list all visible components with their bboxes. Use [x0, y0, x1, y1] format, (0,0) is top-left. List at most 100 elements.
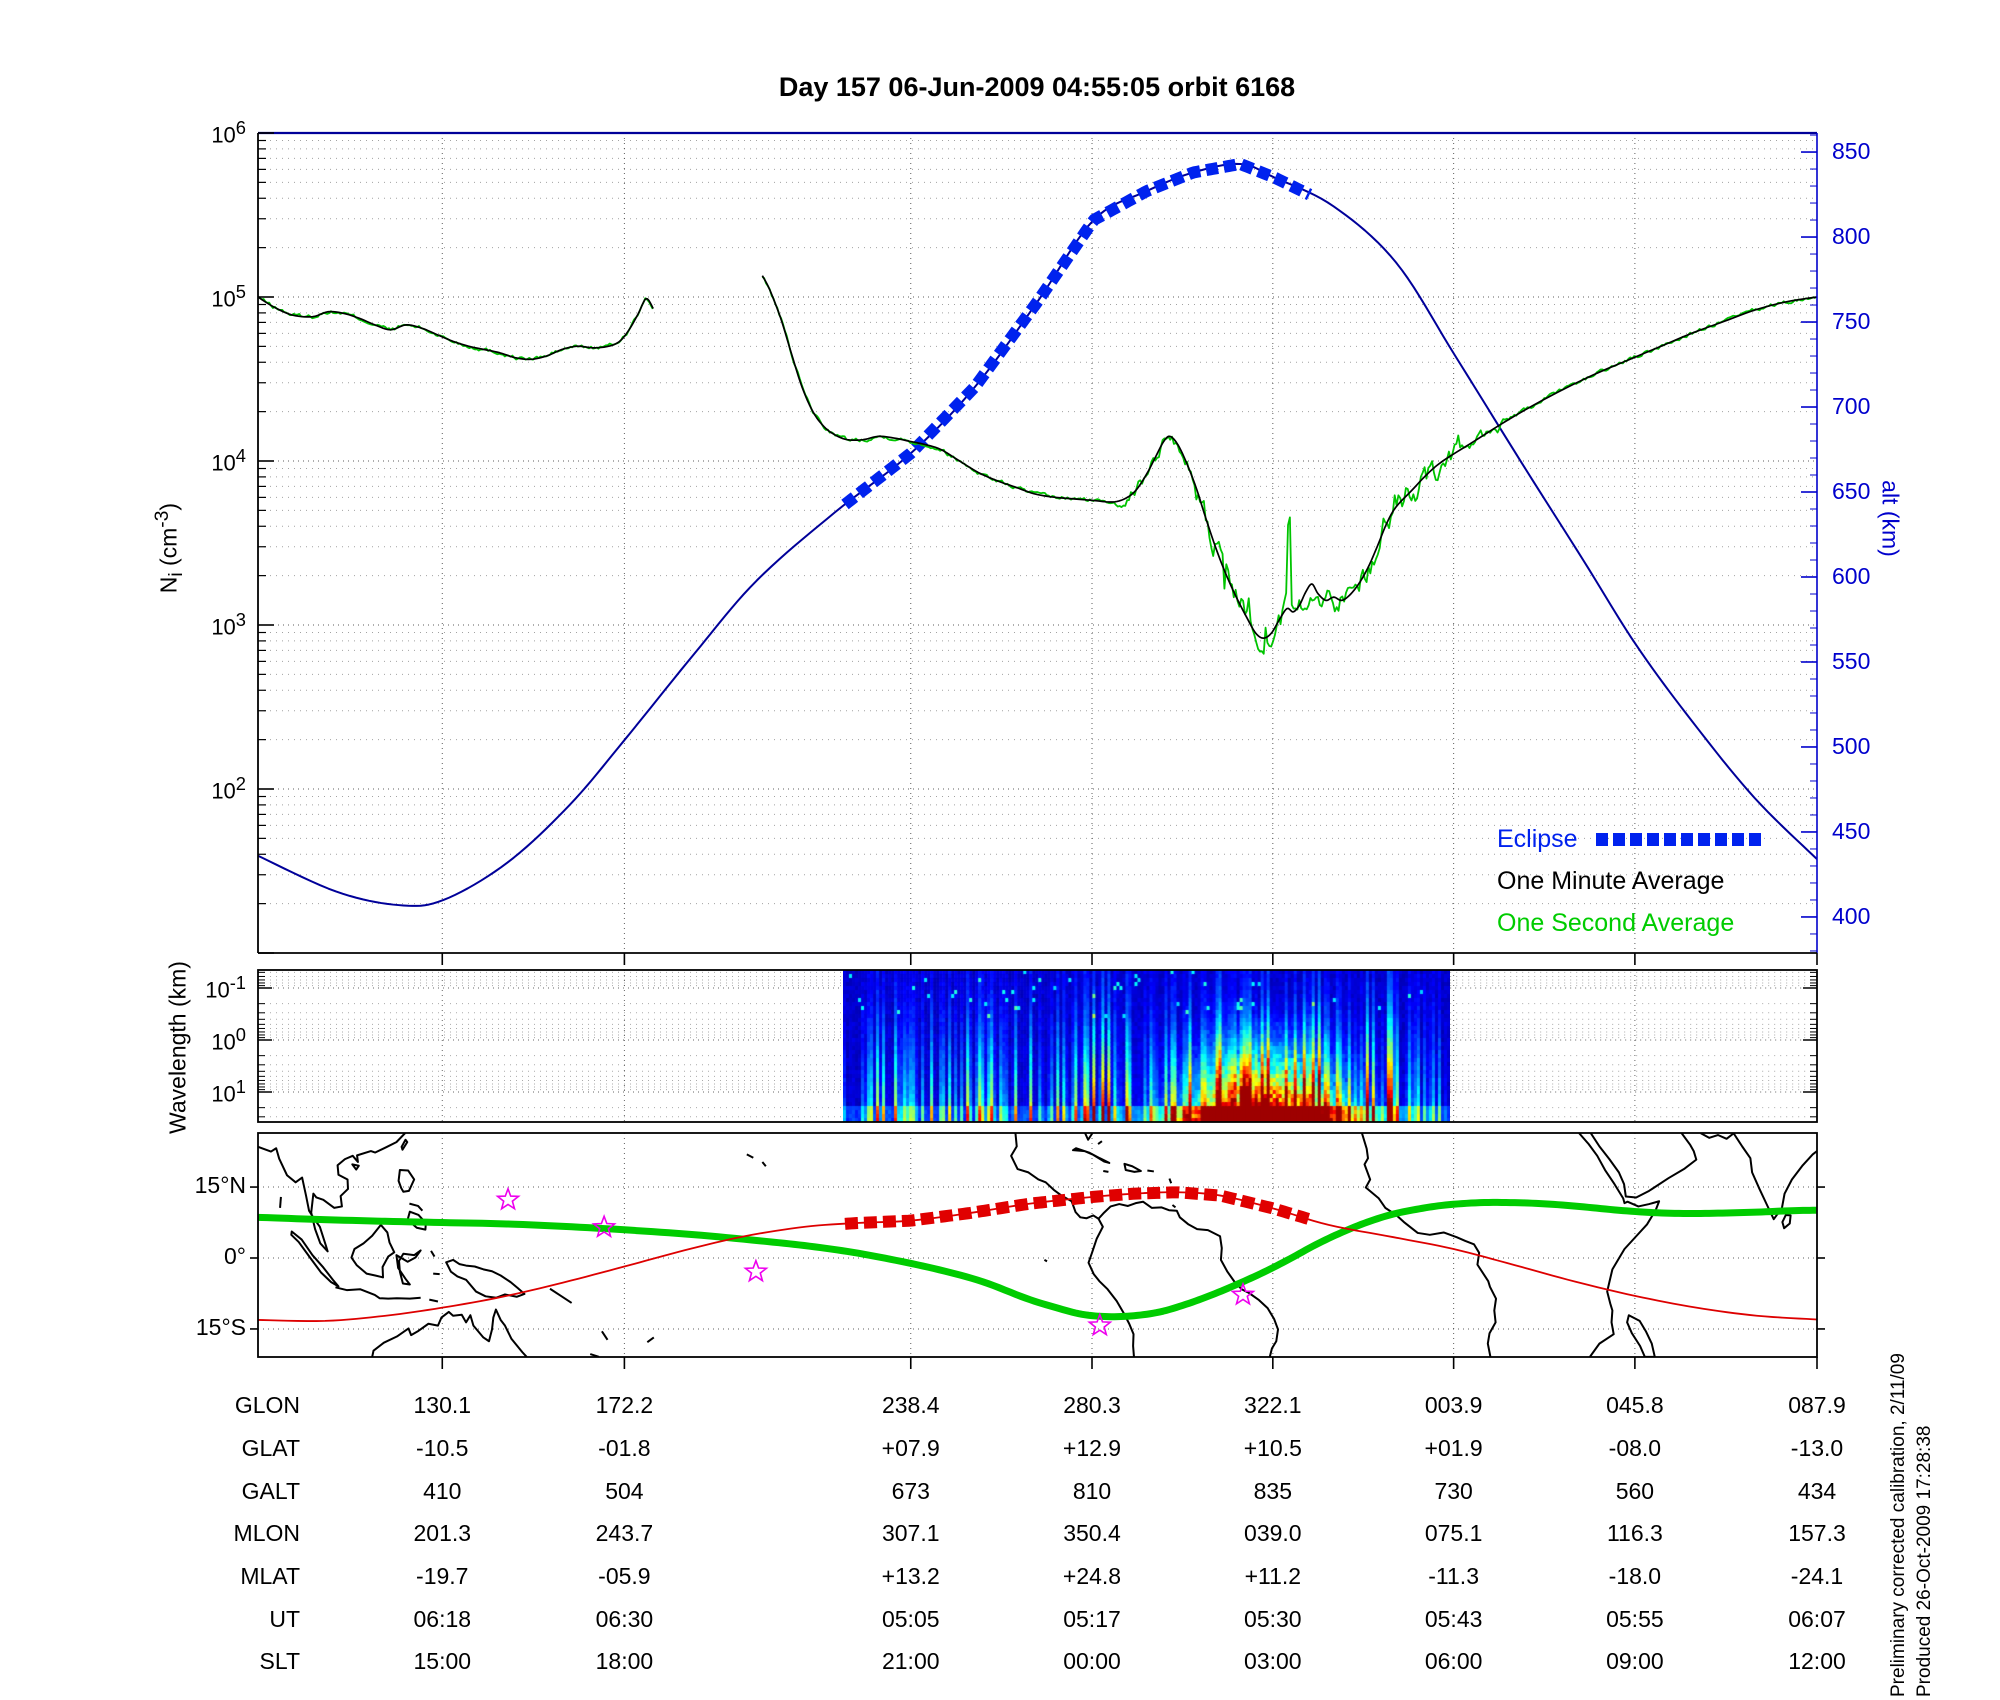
ni-tick-label-1e3: 103 [211, 609, 246, 640]
calibration-note: Preliminary corrected calibration, 2/11/… [1888, 1353, 1909, 1697]
alt-tick-label-650: 650 [1832, 478, 1871, 504]
table-cell-glon-7: 087.9 [1788, 1392, 1846, 1418]
ni-tick-label-1e2: 102 [211, 773, 246, 804]
figure-title: Day 157 06-Jun-2009 04:55:05 orbit 6168 [778, 72, 1296, 102]
table-cell-ut-4: 05:30 [1244, 1606, 1302, 1632]
table-cell-mlon-4: 039.0 [1244, 1520, 1302, 1546]
alt-tick-label-800: 800 [1832, 223, 1871, 250]
table-cell-mlat-4: +11.2 [1244, 1563, 1302, 1589]
ground-station-star [1230, 1281, 1256, 1306]
wavelength-spectrogram-image [842, 970, 1450, 1122]
produced-note: Produced 26-Oct-2009 17:28:38 [1914, 1425, 1935, 1697]
table-cell-glat-2: +07.9 [881, 1435, 940, 1461]
table-cell-mlat-0: -19.7 [416, 1563, 469, 1589]
table-cell-galt-7: 434 [1797, 1478, 1837, 1504]
table-cell-glat-3: +12.9 [1062, 1435, 1122, 1461]
map-lat-label--15: 15°S [195, 1313, 246, 1340]
legend: Eclipse One Minute Average One Second Av… [1497, 818, 1764, 944]
table-cell-mlat-2: +13.2 [881, 1563, 940, 1589]
eclipse-dash-swatch [1595, 832, 1764, 846]
table-cell-glat-1: -01.8 [598, 1435, 651, 1461]
table-cell-glon-0: 130.1 [413, 1392, 472, 1418]
ni-tick-label-1e5: 105 [211, 281, 246, 312]
table-row-label-galt: GALT [241, 1478, 300, 1504]
table-cell-slt-3: 00:00 [1063, 1648, 1121, 1674]
ground-station-star [1087, 1312, 1113, 1337]
table-cell-galt-1: 504 [605, 1478, 644, 1504]
table-cell-galt-3: 810 [1072, 1478, 1112, 1504]
alt-tick-label-400: 400 [1832, 902, 1871, 929]
table-cell-mlon-3: 350.4 [1063, 1520, 1121, 1546]
table-cell-galt-4: 835 [1253, 1478, 1292, 1504]
table-cell-galt-0: 410 [423, 1478, 462, 1504]
ni-tick-label-1e6: 106 [211, 117, 246, 148]
legend-item-eclipse: Eclipse [1497, 818, 1764, 860]
table-cell-slt-6: 09:00 [1606, 1648, 1664, 1674]
table-row-label-slt: SLT [259, 1648, 300, 1674]
table-cell-galt-5: 730 [1434, 1478, 1473, 1504]
alt-tick-label-550: 550 [1832, 647, 1871, 674]
table-row-label-glat: GLAT [241, 1435, 300, 1461]
ni-tick-label-1e4: 104 [211, 445, 246, 476]
table-cell-mlon-2: 307.1 [881, 1520, 940, 1546]
table-cell-mlon-7: 157.3 [1788, 1520, 1846, 1546]
table-cell-slt-7: 12:00 [1788, 1648, 1846, 1674]
ground-station-star [495, 1186, 521, 1211]
alt-tick-label-750: 750 [1832, 308, 1871, 335]
table-cell-mlat-1: -05.9 [598, 1563, 651, 1589]
table-cell-galt-6: 560 [1615, 1478, 1655, 1504]
table-cell-mlon-1: 243.7 [595, 1520, 654, 1546]
alt-tick-label-700: 700 [1832, 393, 1871, 419]
table-cell-galt-2: 673 [891, 1478, 930, 1504]
table-cell-mlon-6: 116.3 [1606, 1520, 1663, 1546]
table-cell-mlat-5: -11.3 [1428, 1563, 1479, 1589]
table-cell-glat-6: -08.0 [1608, 1435, 1662, 1461]
table-cell-glat-0: -10.5 [416, 1435, 469, 1461]
table-cell-glon-1: 172.2 [595, 1392, 654, 1418]
table-cell-slt-4: 03:00 [1244, 1648, 1302, 1674]
table-row-label-mlon: MLON [233, 1520, 300, 1546]
table-cell-glat-5: +01.9 [1424, 1435, 1483, 1461]
legend-item-second: One Second Average [1497, 902, 1764, 944]
table-cell-mlat-3: +24.8 [1062, 1563, 1122, 1589]
wavelength-tick-1e-1: 10-1 [205, 972, 246, 1003]
wavelength-tick-1e1: 101 [211, 1076, 246, 1107]
table-row-label-ut: UT [269, 1606, 300, 1632]
alt-tick-label-450: 450 [1832, 817, 1871, 844]
table-row-label-mlat: MLAT [240, 1563, 300, 1589]
wavelength-tick-1e0: 100 [211, 1024, 246, 1055]
table-row-label-glon: GLON [234, 1392, 300, 1418]
table-cell-ut-3: 05:17 [1063, 1606, 1121, 1632]
table-cell-ut-5: 05:43 [1424, 1606, 1483, 1632]
alt-tick-label-850: 850 [1832, 138, 1871, 165]
table-cell-glon-5: 003.9 [1424, 1392, 1483, 1418]
table-cell-mlat-6: -18.0 [1608, 1563, 1662, 1589]
table-cell-glon-3: 280.3 [1063, 1392, 1121, 1418]
table-cell-mlat-7: -24.1 [1790, 1563, 1844, 1589]
table-cell-glat-7: -13.0 [1790, 1435, 1844, 1461]
alt-tick-label-600: 600 [1832, 562, 1871, 589]
legend-minute-label: One Minute Average [1497, 866, 1725, 895]
map-lat-label-15: 15°N [194, 1172, 246, 1199]
ground-station-star [743, 1258, 769, 1283]
table-cell-mlon-0: 201.3 [413, 1520, 472, 1546]
table-cell-ut-6: 05:55 [1606, 1606, 1664, 1632]
table-cell-glon-4: 322.1 [1244, 1392, 1302, 1418]
legend-second-label: One Second Average [1497, 908, 1735, 937]
table-cell-ut-1: 06:30 [595, 1606, 654, 1632]
map-lat-label-0: 0° [224, 1243, 246, 1269]
table-cell-glat-4: +10.5 [1243, 1435, 1302, 1461]
table-cell-slt-5: 06:00 [1424, 1648, 1483, 1674]
ground-station-star [591, 1214, 617, 1239]
table-cell-ut-0: 06:18 [413, 1606, 472, 1632]
legend-item-minute: One Minute Average [1497, 860, 1764, 902]
table-cell-ut-7: 06:07 [1788, 1606, 1846, 1632]
table-cell-mlon-5: 075.1 [1424, 1520, 1483, 1546]
table-cell-ut-2: 05:05 [881, 1606, 940, 1632]
table-cell-glon-6: 045.8 [1606, 1392, 1664, 1418]
table-cell-slt-2: 21:00 [881, 1648, 940, 1674]
table-cell-slt-0: 15:00 [413, 1648, 472, 1674]
legend-eclipse-label: Eclipse [1497, 824, 1578, 853]
